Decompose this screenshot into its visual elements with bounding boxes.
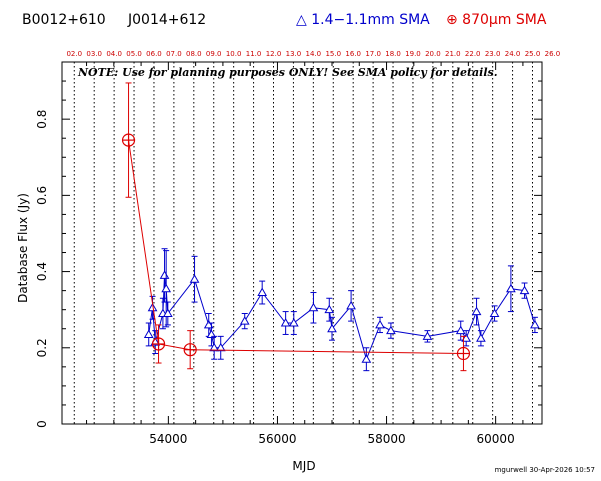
- series-layer: [121, 82, 540, 372]
- data-point-triangle: [203, 319, 214, 329]
- year-tick-label: 24.0: [505, 50, 521, 58]
- source-name-alias: J0014+612: [128, 12, 207, 28]
- year-tick-label: 19.0: [405, 50, 421, 58]
- data-point-triangle: [239, 316, 250, 325]
- y-tick-label: 0.6: [35, 186, 49, 205]
- data-point-triangle: [361, 354, 372, 363]
- data-point-triangle: [346, 300, 356, 310]
- axes: 02.0 03.0 04.0 05.0 06.0 07.0 08.0 09.0 10.0 11.0…: [35, 50, 560, 446]
- y-tick-label: 0.4: [35, 262, 49, 281]
- year-tick-label: 23.0: [485, 50, 501, 58]
- legend-entry-submm: ⊕ 870μm SMA: [446, 12, 547, 28]
- data-point-triangle: [375, 319, 385, 329]
- data-point-triangle: [461, 333, 472, 342]
- year-tick-label: 02.0: [66, 50, 82, 58]
- year-tick-label: 08.0: [186, 50, 202, 58]
- data-point-triangle: [386, 325, 396, 335]
- y-tick-label: 0.2: [35, 338, 49, 357]
- year-tick-label: 05.0: [126, 50, 142, 58]
- year-tick-label: 07.0: [166, 50, 182, 58]
- year-tick-label: 10.0: [226, 50, 242, 58]
- data-point-triangle: [519, 285, 530, 295]
- year-tick-label: 03.0: [86, 50, 102, 58]
- data-point-triangle: [327, 323, 337, 333]
- data-point-triangle: [280, 318, 291, 327]
- year-tick-label: 06.0: [146, 50, 162, 58]
- data-point-triangle: [324, 304, 335, 314]
- data-point-triangle: [489, 308, 500, 317]
- year-tick-label: 04.0: [106, 50, 122, 58]
- data-point-triangle: [422, 331, 433, 340]
- data-point-triangle: [476, 333, 486, 342]
- year-tick-label: 15.0: [325, 50, 341, 58]
- year-tick-label: 25.0: [525, 50, 541, 58]
- year-tick-label: 11.0: [246, 50, 262, 58]
- year-tick-label: 21.0: [445, 50, 461, 58]
- series-line-1: [128, 140, 464, 354]
- data-point-triangle: [506, 283, 516, 293]
- x-tick-label: 60000: [477, 432, 515, 446]
- data-point-triangle: [159, 270, 170, 279]
- footer-credit: mgurwell 30-Apr-2026 10:57: [494, 466, 595, 474]
- year-tick-label: 14.0: [306, 50, 322, 58]
- year-tick-label: 22.0: [465, 50, 481, 58]
- y-axis-label: Database Flux (Jy): [16, 193, 30, 303]
- planning-note: NOTE: Use for planning purposes ONLY! Se…: [77, 66, 498, 79]
- data-point-triangle: [162, 308, 173, 317]
- year-tick-label: 12.0: [266, 50, 282, 58]
- data-point-triangle: [530, 319, 540, 329]
- y-tick-label: 0: [35, 420, 49, 428]
- x-tick-label: 56000: [258, 432, 296, 446]
- year-tick-label: 18.0: [385, 50, 401, 58]
- year-gridlines: [73, 62, 533, 424]
- x-tick-label: 54000: [149, 432, 187, 446]
- data-point-triangle: [143, 329, 154, 338]
- data-point-triangle: [209, 342, 220, 352]
- data-point-triangle: [189, 274, 200, 283]
- year-tick-label: 16.0: [345, 50, 361, 58]
- y-tick-label: 0.8: [35, 110, 49, 129]
- plot-frame: [61, 61, 543, 425]
- year-tick-label: 13.0: [286, 50, 302, 58]
- x-axis-label: MJD: [292, 459, 315, 473]
- data-point-triangle: [308, 302, 319, 312]
- data-point-triangle: [257, 287, 268, 297]
- year-tick-label: 17.0: [365, 50, 381, 58]
- data-point-triangle: [288, 318, 299, 327]
- legend-entry-mm: △ 1.4−1.1mm SMA: [296, 12, 430, 28]
- data-point-triangle: [161, 283, 172, 293]
- data-point-triangle: [455, 325, 466, 335]
- x-tick-label: 58000: [367, 432, 405, 446]
- year-tick-label: 20.0: [425, 50, 441, 58]
- data-point-triangle: [206, 329, 217, 338]
- year-tick-label: 09.0: [206, 50, 222, 58]
- data-point-triangle: [215, 342, 226, 352]
- year-tick-label: 26.0: [545, 50, 561, 58]
- source-name-primary: B0012+610: [22, 12, 106, 28]
- data-point-triangle: [147, 302, 158, 312]
- data-point-triangle: [471, 306, 482, 316]
